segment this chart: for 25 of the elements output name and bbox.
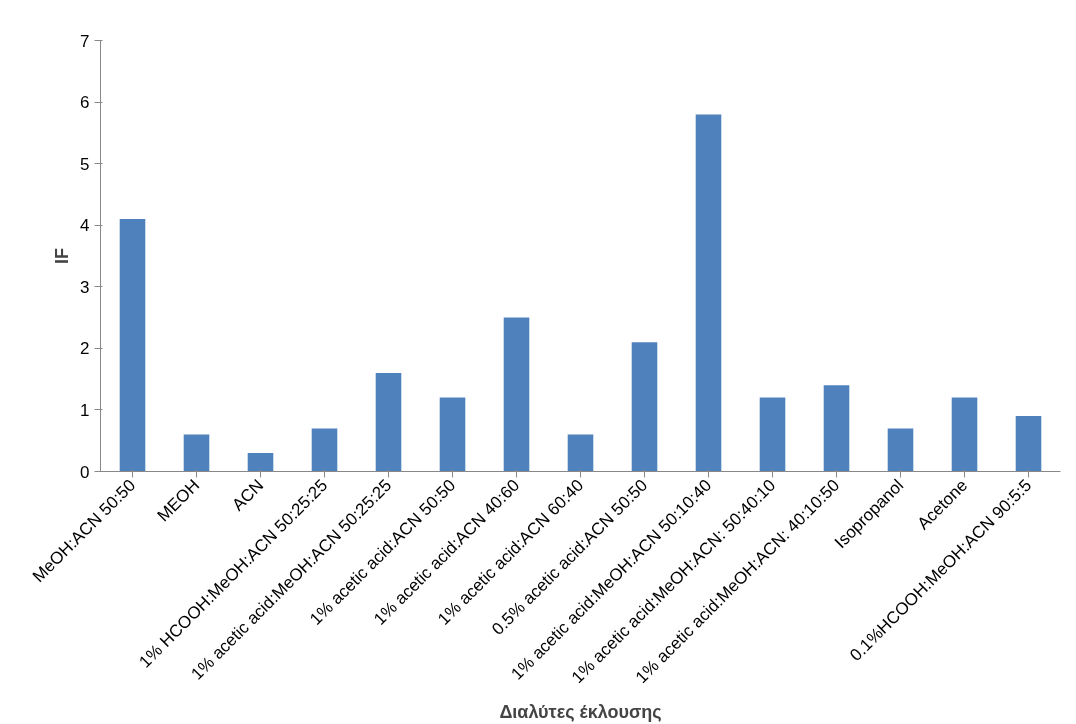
bar <box>119 219 146 472</box>
bar <box>375 372 402 472</box>
bar <box>311 428 338 472</box>
bar <box>823 385 850 472</box>
bar <box>183 434 210 472</box>
bar <box>503 317 530 472</box>
y-tick-label: 2 <box>80 339 90 359</box>
bar <box>887 428 914 472</box>
bar <box>1015 416 1042 472</box>
y-tick-label: 5 <box>80 154 90 174</box>
y-tick-label: 0 <box>80 462 90 482</box>
bar <box>567 434 594 472</box>
bar <box>759 397 786 472</box>
y-tick-label: 7 <box>80 31 90 51</box>
y-tick-label: 4 <box>80 216 90 236</box>
x-axis-title: Διαλύτες έκλουσης <box>499 701 662 722</box>
bar <box>695 114 722 472</box>
bar <box>631 342 658 472</box>
bar <box>951 397 978 472</box>
y-tick-label: 6 <box>80 93 90 113</box>
y-tick-label: 1 <box>80 400 90 420</box>
bar <box>247 453 274 472</box>
y-axis-title: IF <box>52 248 73 264</box>
bar <box>439 397 466 472</box>
y-tick-label: 3 <box>80 277 90 297</box>
